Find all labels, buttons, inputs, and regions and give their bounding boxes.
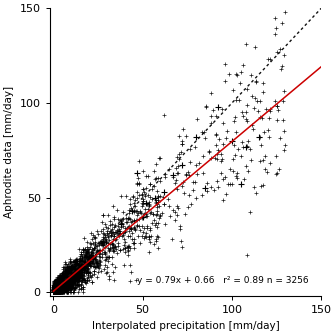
Text: y = 0.79x + 0.66   r² = 0.89 n = 3256: y = 0.79x + 0.66 r² = 0.89 n = 3256 bbox=[137, 276, 309, 285]
Y-axis label: Aphrodite data [mm/day]: Aphrodite data [mm/day] bbox=[4, 86, 14, 218]
X-axis label: Interpolated precipitation [mm/day]: Interpolated precipitation [mm/day] bbox=[92, 321, 280, 331]
